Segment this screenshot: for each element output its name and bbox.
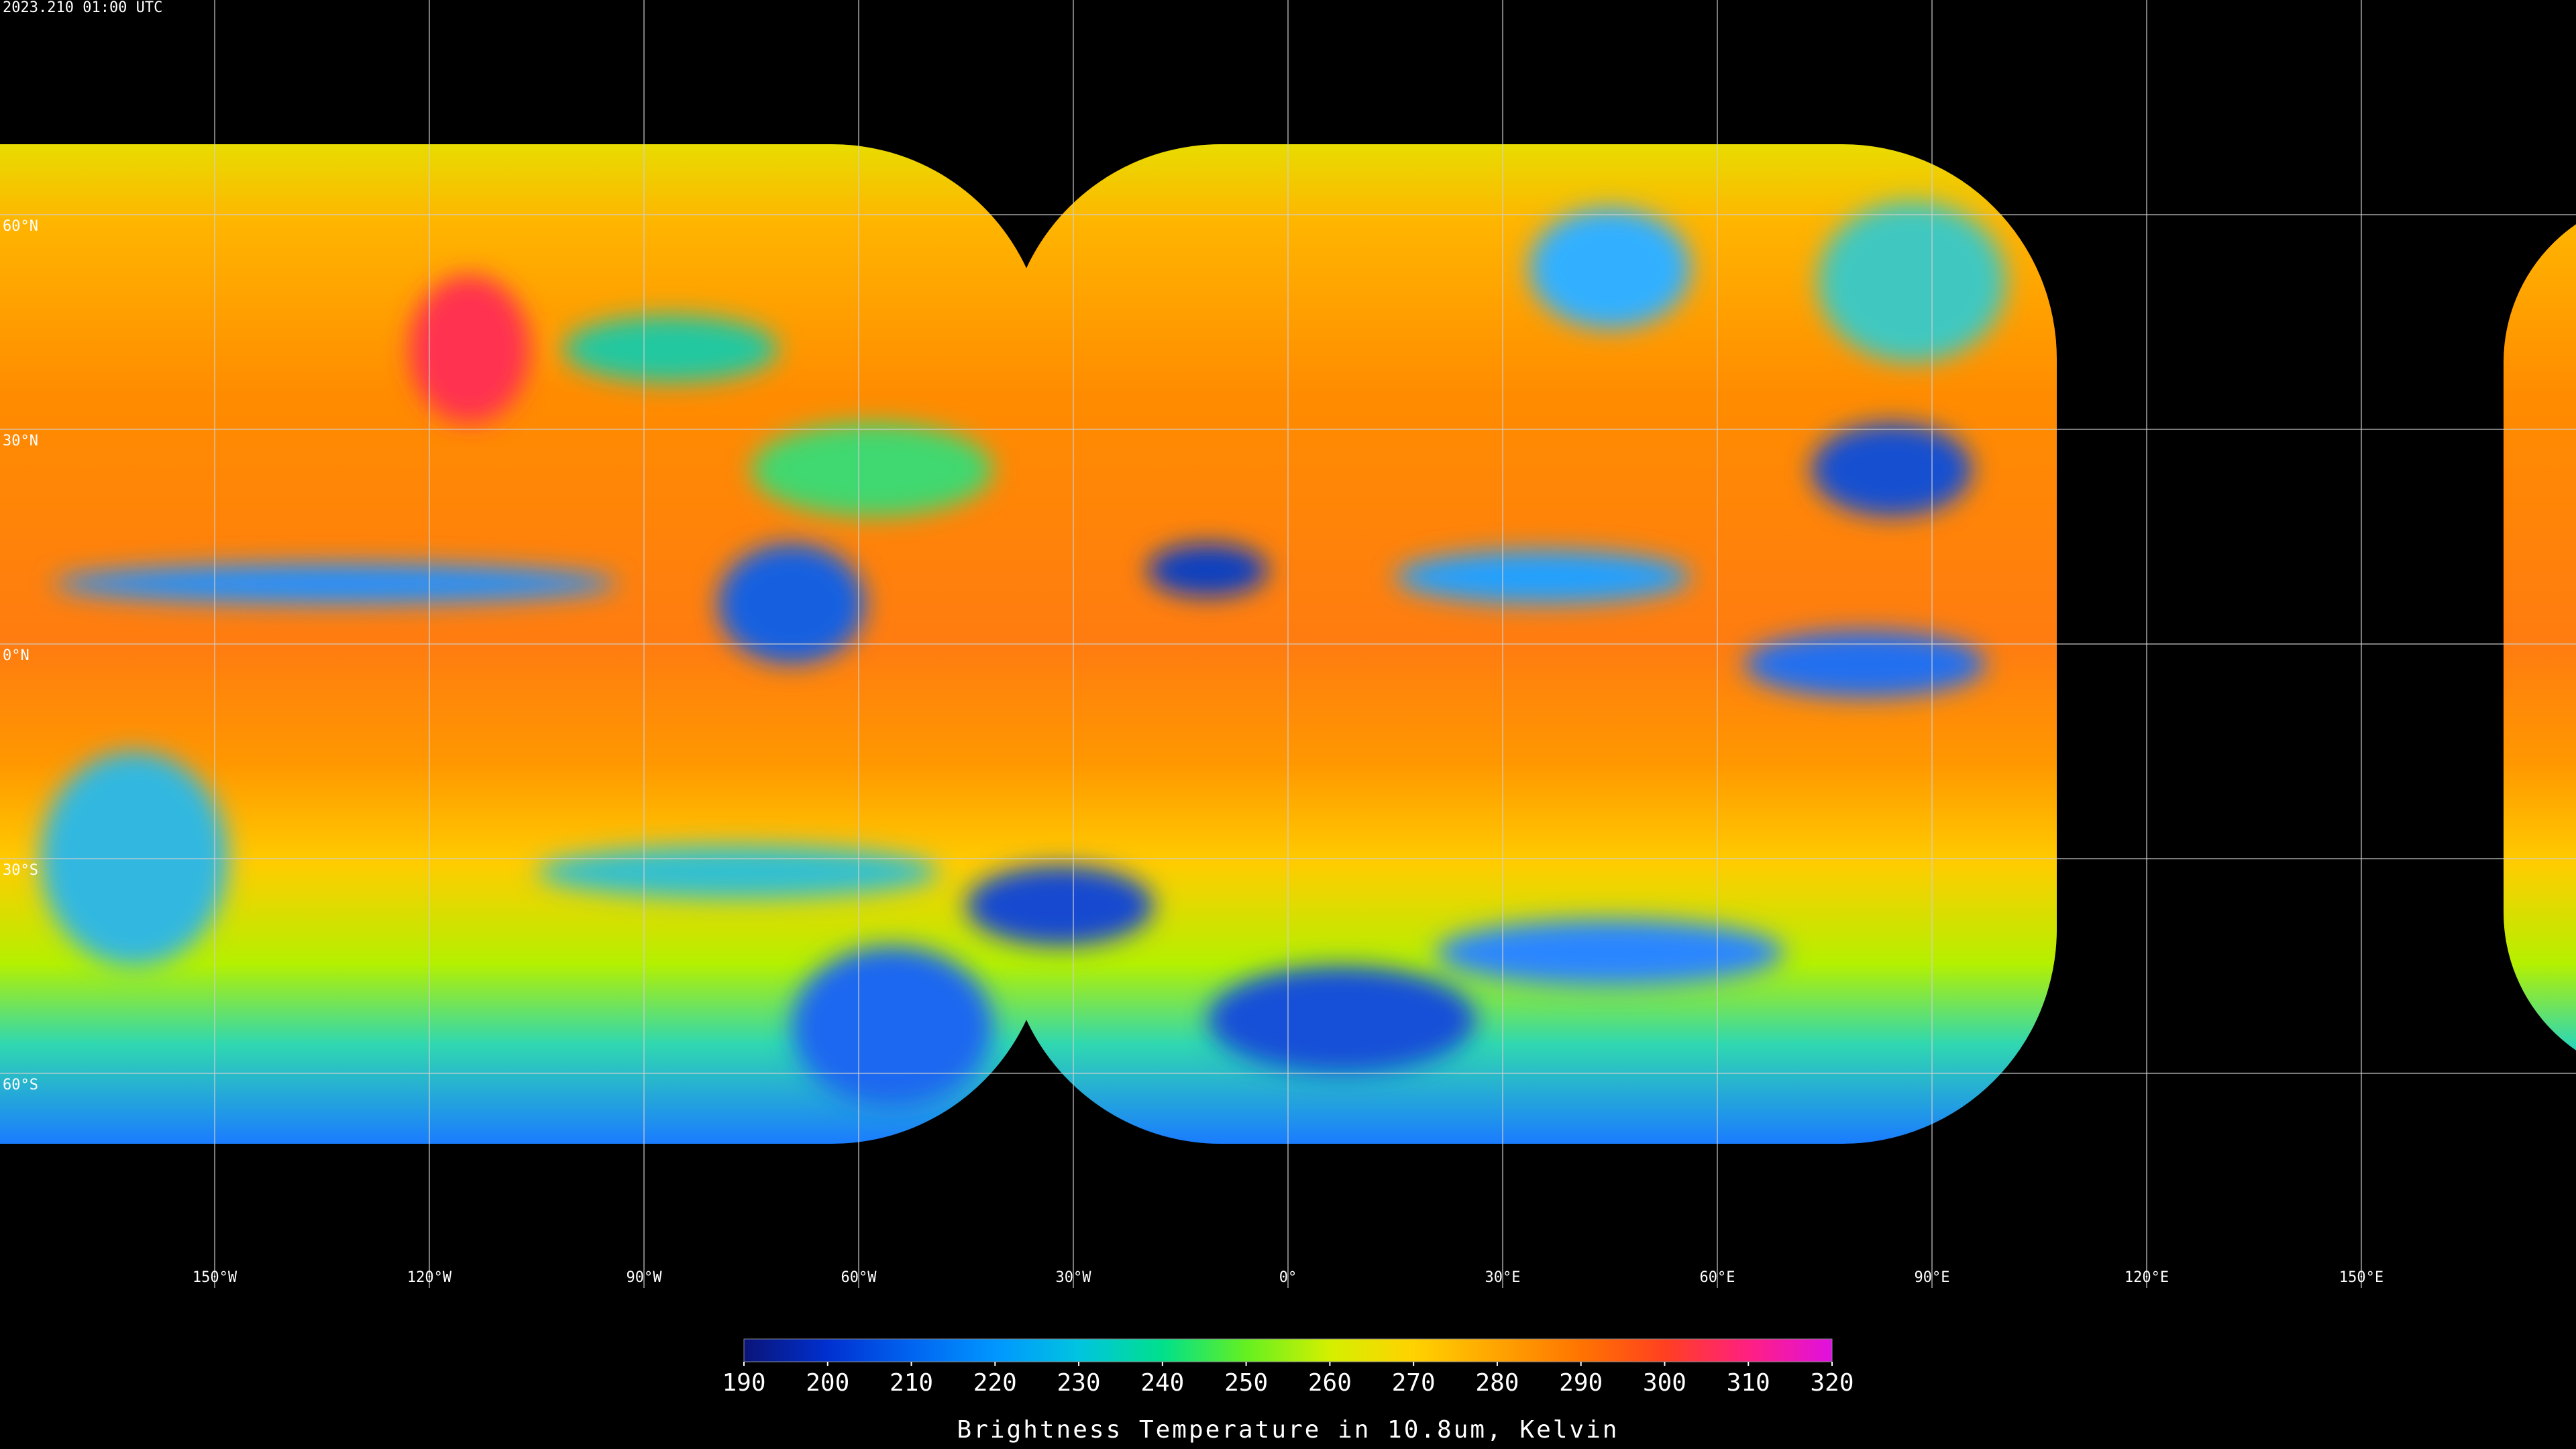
colorbar-tick-label: 300 [1643, 1369, 1686, 1397]
lon-label: 120°E [2125, 1269, 2169, 1286]
lon-label: 90°W [627, 1269, 663, 1286]
lon-label: 30°W [1056, 1269, 1092, 1286]
colorbar-tick-label: 220 [973, 1369, 1017, 1397]
graticule: 60°N 30°N 0°N 30°S 60°S 150°W 120°W 90°W 60°W 30°… [0, 0, 2576, 1288]
colorbar-tick-label: 290 [1559, 1369, 1603, 1397]
colorbar-tick-label: 250 [1224, 1369, 1268, 1397]
colorbar-label: Brightness Temperature in 10.8um, Kelvin [957, 1416, 1619, 1444]
colorbar-tick-label: 310 [1727, 1369, 1770, 1397]
lon-label: 60°W [841, 1269, 877, 1286]
colorbar-tick-label: 270 [1392, 1369, 1436, 1397]
colorbar-tick-label: 190 [722, 1369, 765, 1397]
lon-label: 0° [1279, 1269, 1297, 1286]
lon-label: 30°E [1485, 1269, 1521, 1286]
lon-label: 150°E [2339, 1269, 2383, 1286]
lat-label: 60°N [3, 218, 38, 235]
timestamp: 2023.210 01:00 UTC [3, 0, 162, 16]
cloud-features [40, 201, 2006, 1107]
lat-label: 30°N [3, 433, 38, 449]
lon-label: 150°W [193, 1269, 237, 1286]
colorbar-tick-label: 210 [890, 1369, 933, 1397]
colorbar-tick-label: 230 [1057, 1369, 1101, 1397]
colorbar-tick-label: 320 [1810, 1369, 1854, 1397]
colorbar-tick-label: 280 [1475, 1369, 1519, 1397]
lat-label: 30°S [3, 862, 38, 879]
lat-label: 0°N [3, 647, 30, 664]
lon-label: 60°E [1700, 1269, 1735, 1286]
colorbar-tick-label: 200 [806, 1369, 849, 1397]
lat-label: 60°S [3, 1077, 38, 1093]
colorbar-tick-label: 240 [1140, 1369, 1184, 1397]
colorbar-tick-label: 260 [1308, 1369, 1352, 1397]
colorbar [743, 1338, 1833, 1362]
lon-label: 120°W [407, 1269, 452, 1286]
lon-label: 90°E [1915, 1269, 1950, 1286]
